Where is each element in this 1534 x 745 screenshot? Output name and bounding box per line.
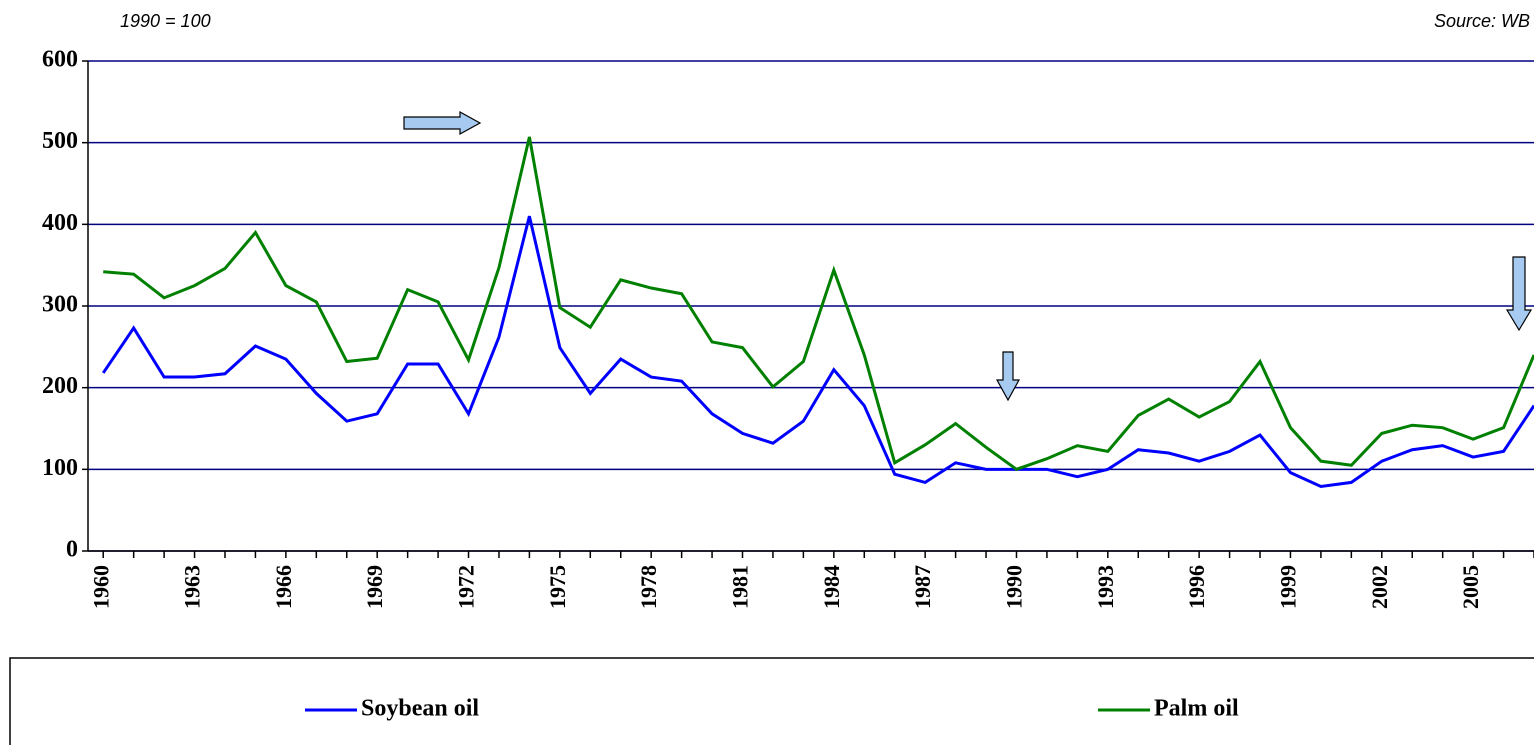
arrow-down bbox=[995, 351, 1021, 402]
y-tick-label: 500 bbox=[42, 128, 78, 154]
x-tick-label: 1963 bbox=[180, 565, 205, 609]
y-tick-label: 0 bbox=[66, 537, 78, 563]
arrows bbox=[403, 110, 1533, 402]
x-tick-label: 1978 bbox=[636, 565, 661, 609]
series-line bbox=[101, 215, 1534, 489]
x-tick-label: 1969 bbox=[362, 565, 387, 609]
source-note: Source: WB bbox=[1434, 11, 1530, 31]
x-tick-label: 1960 bbox=[88, 565, 113, 609]
y-tick-label: 100 bbox=[42, 455, 78, 481]
y-tick-label: 300 bbox=[42, 292, 78, 318]
x-tick-label: 1981 bbox=[728, 565, 753, 609]
legend-box bbox=[9, 657, 1534, 745]
arrow-right bbox=[403, 110, 482, 136]
arrow-down bbox=[1505, 256, 1533, 332]
y-tick-label: 600 bbox=[42, 47, 78, 73]
x-tick-label: 1990 bbox=[1002, 565, 1027, 609]
legend-label: Soybean oil bbox=[361, 696, 479, 722]
x-tick-label: 1987 bbox=[910, 565, 935, 609]
legend-label: Palm oil bbox=[1154, 696, 1239, 722]
subtitle: 1990 = 100 bbox=[120, 11, 211, 31]
x-tick-label: 1966 bbox=[271, 565, 296, 609]
x-tick-label: 1993 bbox=[1093, 565, 1118, 609]
series-line bbox=[103, 136, 1534, 472]
x-tick-label: 2005 bbox=[1458, 565, 1483, 609]
x-tick-label: 1999 bbox=[1276, 565, 1301, 609]
y-tick-label: 400 bbox=[42, 210, 78, 236]
x-tick-label: 1996 bbox=[1184, 565, 1209, 609]
x-tick-label: 1972 bbox=[454, 565, 479, 609]
y-tick-label: 200 bbox=[42, 373, 78, 399]
x-tick-label: 1975 bbox=[545, 565, 570, 609]
x-tick-label: 1984 bbox=[819, 565, 844, 609]
x-tick-label: 2002 bbox=[1367, 565, 1392, 609]
